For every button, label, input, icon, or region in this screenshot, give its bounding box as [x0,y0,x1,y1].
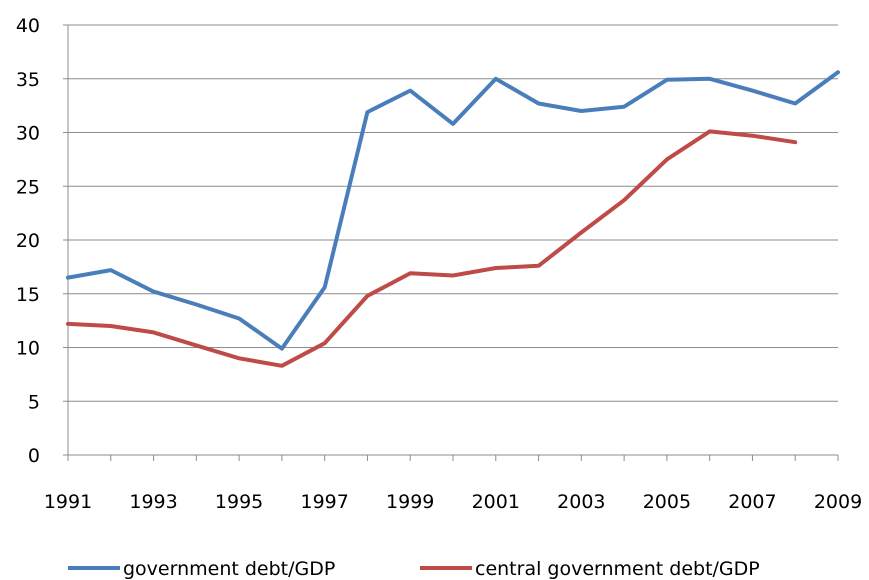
y-tick-label: 15 [16,284,40,306]
y-tick-label: 25 [16,176,40,198]
x-tick-label: 1991 [44,491,92,513]
y-tick-label: 10 [16,338,40,360]
legend-label-1: government debt/GDP [123,558,335,580]
x-tick-label: 2009 [814,491,862,513]
x-tick-label: 2001 [472,491,520,513]
y-tick-label: 20 [16,230,40,252]
y-tick-label: 5 [28,391,40,413]
gridlines [68,24,838,402]
series-lines [66,70,840,368]
y-tick-label: 35 [16,69,40,91]
x-tick-label: 2007 [728,491,776,513]
x-tick-label: 2003 [557,491,605,513]
y-tick-label: 0 [28,445,40,467]
series-line-1 [66,70,840,351]
x-tick-label: 1993 [129,491,177,513]
x-tick-label: 1995 [215,491,263,513]
y-tick-label: 30 [16,123,40,145]
legend-label-2: central government debt/GDP [475,558,760,580]
legend: government debt/GDP central government de… [68,558,760,580]
axes [63,24,839,461]
x-tick-label: 1997 [300,491,348,513]
y-tick-label: 40 [16,15,40,37]
series-line-2 [66,129,798,368]
x-tick-label: 2005 [643,491,691,513]
tick-labels: 0 5 10 15 20 25 30 35 40 1991 1993 1995 1997 1999 2001… [16,15,862,513]
x-tick-label: 1999 [386,491,434,513]
